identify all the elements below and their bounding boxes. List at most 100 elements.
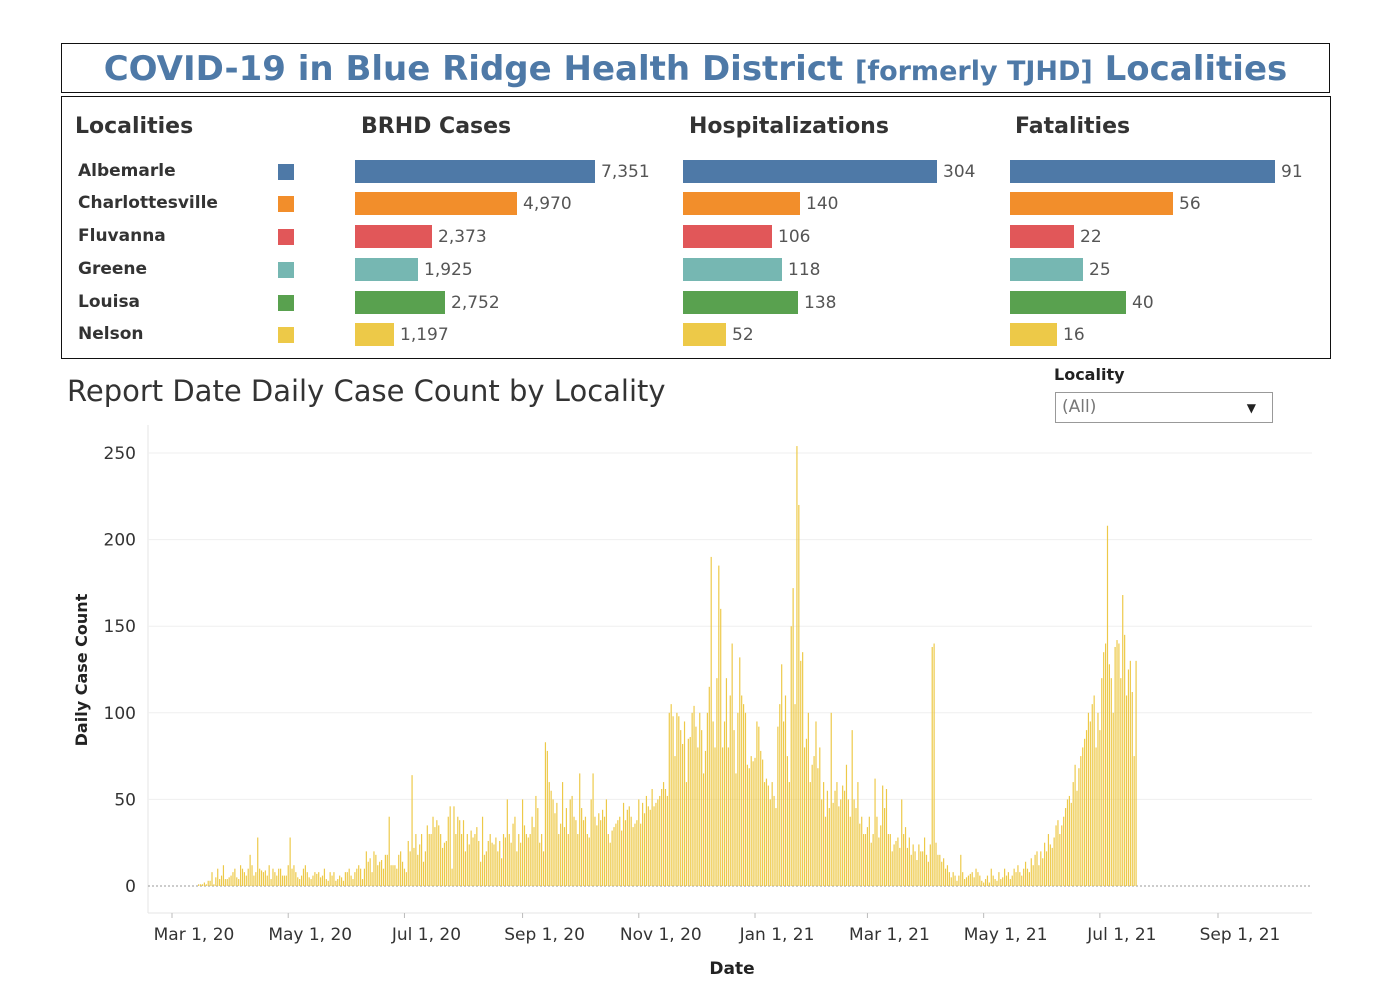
daily-bar [228, 877, 230, 886]
daily-bar [779, 704, 781, 886]
daily-bar [874, 778, 876, 886]
daily-bar [268, 865, 270, 886]
daily-bar [1019, 872, 1021, 886]
daily-bar [548, 782, 550, 886]
daily-bar [1013, 868, 1015, 886]
daily-bar [872, 834, 874, 886]
locality-name-fluvanna: Fluvanna [78, 226, 166, 246]
daily-bar [245, 875, 247, 886]
daily-bar [607, 834, 609, 886]
cases-bar-nelson[interactable] [355, 323, 394, 346]
daily-bar [512, 823, 514, 886]
daily-bar [984, 879, 987, 886]
daily-bar [794, 704, 796, 886]
daily-bar [470, 830, 472, 886]
daily-bar [887, 834, 889, 886]
daily-bar [230, 875, 232, 886]
daily-bar [474, 834, 476, 886]
daily-bar [998, 872, 1000, 886]
daily-bar [1017, 865, 1019, 886]
daily-bar [941, 861, 943, 886]
locality-name-greene: Greene [78, 259, 148, 279]
hosp-label-nelson: 52 [732, 325, 754, 345]
cases-bar-charlottesville[interactable] [355, 192, 517, 215]
daily-bar [840, 799, 842, 886]
daily-bar [708, 686, 710, 886]
daily-bar [318, 872, 320, 886]
daily-bar [859, 823, 861, 886]
daily-bar [346, 872, 348, 886]
daily-bar [1061, 825, 1063, 886]
daily-bar [295, 872, 297, 886]
cases-bar-albemarle[interactable] [355, 160, 595, 183]
cases-bar-greene[interactable] [355, 258, 418, 281]
locality-name-nelson: Nelson [78, 324, 144, 344]
summary-panel [61, 96, 1331, 359]
daily-bar [642, 802, 644, 886]
daily-bar [363, 868, 366, 886]
hosp-bar-louisa[interactable] [683, 291, 798, 314]
daily-bar [931, 646, 933, 886]
cases-label-greene: 1,925 [424, 260, 473, 280]
daily-bar [803, 747, 806, 886]
x-tick-label: Nov 1, 20 [620, 925, 702, 945]
hosp-bar-fluvanna[interactable] [683, 225, 772, 248]
daily-bar [967, 875, 969, 886]
daily-bar [590, 799, 592, 886]
daily-bar [262, 872, 265, 886]
daily-bar [1005, 875, 1008, 886]
daily-bar [603, 816, 606, 886]
daily-bar [918, 844, 920, 886]
daily-bar [283, 875, 286, 886]
daily-bar [333, 872, 335, 886]
daily-bar [946, 865, 949, 886]
daily-bar [483, 854, 486, 886]
daily-chart-title: Report Date Daily Case Count by Locality [67, 374, 666, 408]
fatal-bar-greene[interactable] [1010, 258, 1083, 281]
daily-bar [354, 872, 356, 886]
fatal-bar-charlottesville[interactable] [1010, 192, 1173, 215]
daily-bar [939, 854, 941, 886]
daily-bar [535, 795, 537, 886]
daily-bar [1104, 643, 1107, 886]
daily-bar [1095, 747, 1097, 886]
y-axis-title: Daily Case Count [72, 593, 91, 746]
daily-bar [215, 877, 217, 886]
hosp-label-greene: 118 [788, 260, 821, 280]
daily-bar [462, 820, 465, 886]
fatal-bar-nelson[interactable] [1010, 323, 1057, 346]
hosp-bar-charlottesville[interactable] [683, 192, 800, 215]
daily-bar [392, 865, 394, 886]
daily-bar [613, 827, 615, 886]
daily-bar [516, 851, 518, 886]
daily-bar [1007, 872, 1010, 886]
fatal-bar-louisa[interactable] [1010, 291, 1126, 314]
hosp-label-albemarle: 304 [943, 162, 976, 182]
daily-bar [533, 827, 535, 886]
fatal-bar-albemarle[interactable] [1010, 160, 1275, 183]
daily-bar [222, 865, 225, 886]
hosp-bar-albemarle[interactable] [683, 160, 937, 183]
daily-bar [331, 875, 333, 886]
cases-bar-louisa[interactable] [355, 291, 445, 314]
daily-bar [1108, 664, 1110, 886]
daily-bar [975, 868, 977, 886]
y-tick-label-100: 100 [104, 704, 136, 724]
daily-bar [304, 865, 306, 886]
cases-bar-fluvanna[interactable] [355, 225, 432, 248]
daily-bar [903, 834, 905, 886]
daily-bar [337, 879, 339, 886]
locality-filter-dropdown[interactable]: (All) ▼ [1055, 392, 1273, 423]
daily-bar [760, 750, 762, 886]
daily-bar [327, 880, 329, 886]
daily-bar [348, 868, 350, 886]
daily-bar [504, 837, 507, 886]
fatal-bar-fluvanna[interactable] [1010, 225, 1074, 248]
daily-bar [710, 556, 712, 886]
daily-bar [1000, 879, 1002, 886]
daily-bar [508, 834, 510, 886]
hosp-bar-nelson[interactable] [683, 323, 726, 346]
daily-bar [539, 842, 541, 886]
hosp-bar-greene[interactable] [683, 258, 782, 281]
daily-bar [394, 865, 396, 886]
